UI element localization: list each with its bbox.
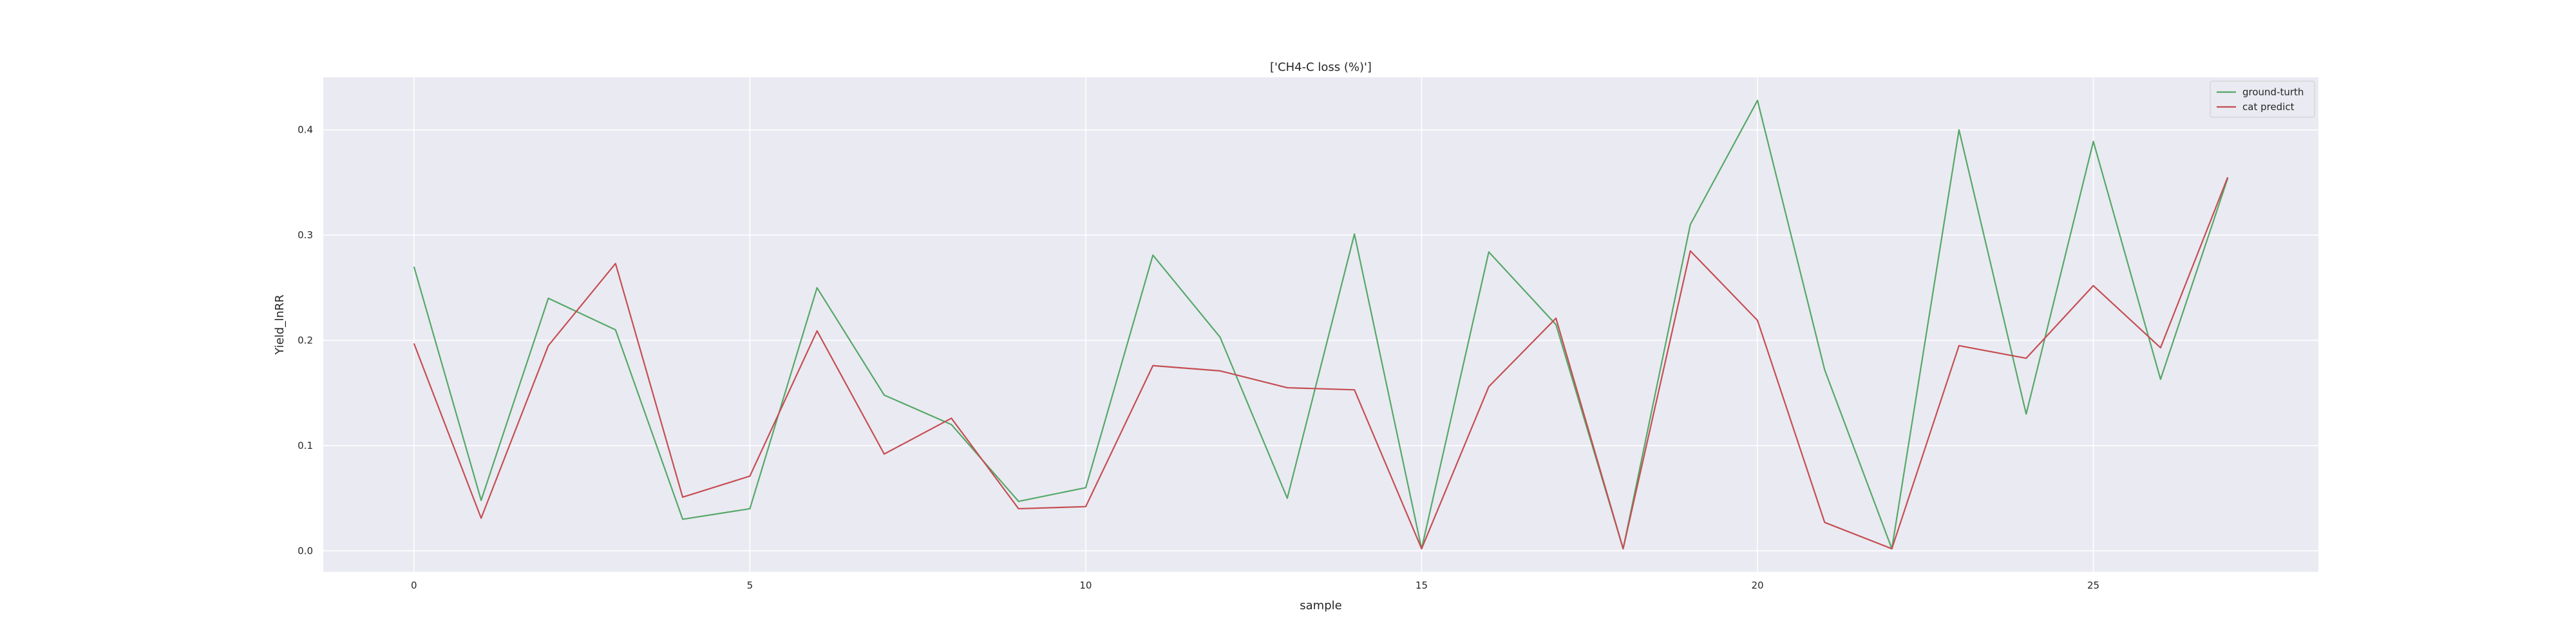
legend: ground-turth cat predict — [2210, 80, 2315, 118]
y-tick-label: 0.3 — [298, 229, 313, 241]
legend-entry: cat predict — [2242, 101, 2295, 113]
chart-title: ['CH4-C loss (%)'] — [1270, 61, 1372, 74]
series-layer — [413, 99, 2229, 550]
series-line-1 — [413, 176, 2229, 550]
x-tick-label: 20 — [1751, 580, 1763, 591]
tick-labels: 0 5 10 15 20 25 0.0 0.1 0.2 0.3 0.4 — [298, 124, 2099, 591]
x-axis-label: sample — [1300, 599, 1341, 612]
y-axis-label: Yield_lnRR — [273, 294, 287, 355]
y-tick-label: 0.2 — [298, 335, 313, 346]
x-tick-label: 0 — [411, 580, 417, 591]
grid-lines — [323, 77, 2318, 572]
y-tick-label: 0.0 — [298, 545, 313, 556]
x-tick-label: 25 — [2087, 580, 2099, 591]
y-tick-label: 0.1 — [298, 440, 313, 451]
series-line-0 — [413, 99, 2229, 550]
y-tick-label: 0.4 — [298, 124, 313, 136]
x-tick-label: 5 — [747, 580, 753, 591]
x-tick-label: 10 — [1079, 580, 1092, 591]
x-tick-label: 15 — [1416, 580, 1428, 591]
plot-background — [323, 77, 2318, 572]
legend-box — [2210, 80, 2315, 118]
legend-entry: ground-turth — [2242, 86, 2304, 98]
